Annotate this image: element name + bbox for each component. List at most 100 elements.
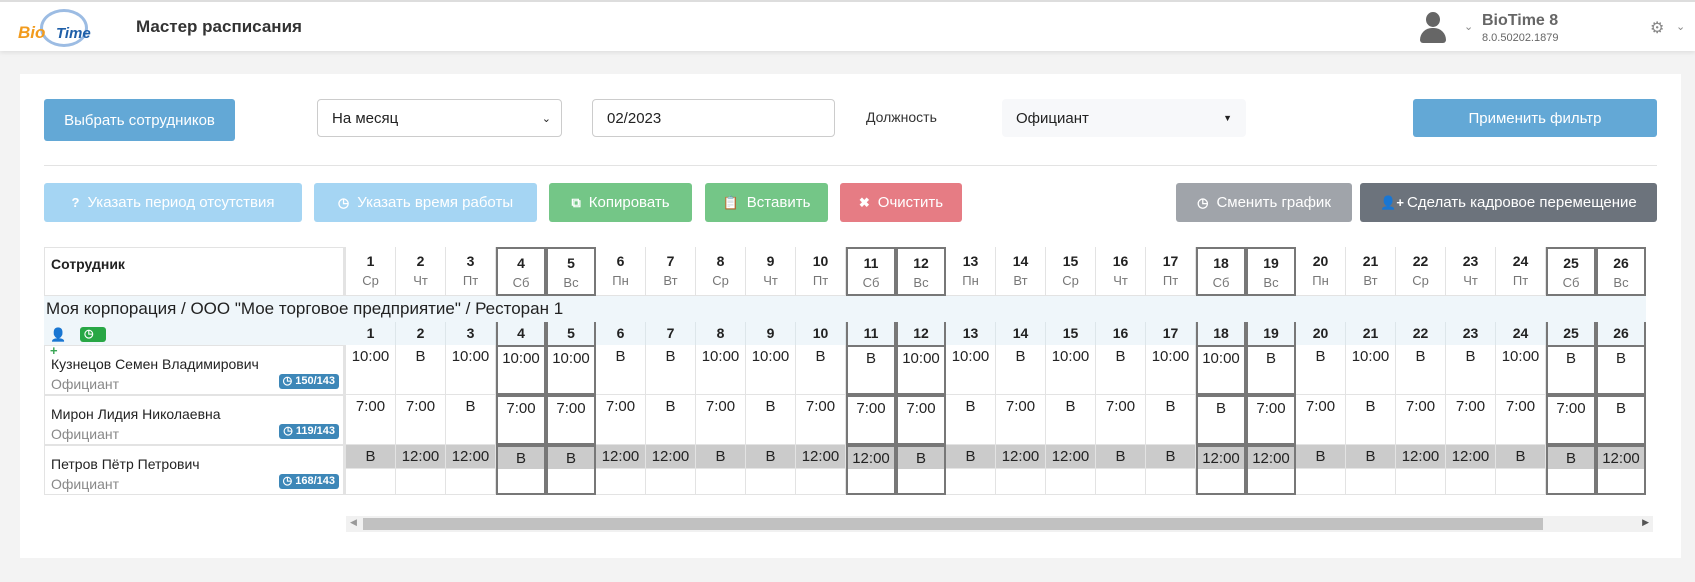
shift-cell[interactable]: 12:00 bbox=[996, 445, 1046, 495]
employee-name[interactable]: Мирон Лидия Николаевна bbox=[51, 406, 221, 422]
work-time-button[interactable]: ◷ Указать время работы bbox=[314, 183, 537, 222]
shift-cell[interactable]: 10:00 bbox=[946, 345, 996, 395]
shift-cell[interactable]: 12:00 bbox=[1046, 445, 1096, 495]
employee-name[interactable]: Кузнецов Семен Владимирович bbox=[51, 356, 259, 372]
shift-cell[interactable]: В bbox=[496, 445, 546, 495]
gears-icon[interactable]: ⚙ bbox=[1650, 20, 1665, 37]
shift-cell[interactable]: 7:00 bbox=[1246, 395, 1296, 445]
shift-cell[interactable]: 12:00 bbox=[596, 445, 646, 495]
employee-name[interactable]: Петров Пётр Петрович bbox=[51, 456, 200, 472]
shift-cell[interactable]: 10:00 bbox=[896, 345, 946, 395]
shift-cell[interactable]: 12:00 bbox=[1246, 445, 1296, 495]
employee-cell[interactable]: Мирон Лидия Николаевна Официант ◷ 119/143 bbox=[44, 395, 346, 445]
copy-button[interactable]: ⧉ Копировать bbox=[549, 183, 692, 222]
shift-cell[interactable]: В bbox=[546, 445, 596, 495]
shift-cell[interactable]: В bbox=[1096, 345, 1146, 395]
shift-cell[interactable]: 12:00 bbox=[1396, 445, 1446, 495]
paste-button[interactable]: 📋 Вставить bbox=[705, 183, 828, 222]
shift-cell[interactable]: В bbox=[1396, 345, 1446, 395]
shift-cell[interactable]: 10:00 bbox=[1496, 345, 1546, 395]
shift-cell[interactable]: 12:00 bbox=[1196, 445, 1246, 495]
shift-cell[interactable]: 10:00 bbox=[1346, 345, 1396, 395]
shift-cell[interactable]: В bbox=[1546, 445, 1596, 495]
chevron-down-icon[interactable]: ⌄ bbox=[1464, 21, 1474, 33]
shift-cell[interactable]: В bbox=[1446, 345, 1496, 395]
shift-cell[interactable]: В bbox=[946, 445, 996, 495]
shift-cell[interactable]: В bbox=[896, 445, 946, 495]
shift-cell[interactable]: 12:00 bbox=[796, 445, 846, 495]
shift-cell[interactable]: В bbox=[746, 445, 796, 495]
shift-cell[interactable]: В bbox=[1296, 345, 1346, 395]
shift-cell[interactable]: В bbox=[696, 445, 746, 495]
shift-cell[interactable]: В bbox=[946, 395, 996, 445]
shift-cell[interactable]: 7:00 bbox=[596, 395, 646, 445]
period-select[interactable]: На месяц ⌄ bbox=[317, 99, 562, 137]
shift-cell[interactable]: 12:00 bbox=[646, 445, 696, 495]
shift-cell[interactable]: В bbox=[646, 395, 696, 445]
shift-cell[interactable]: 7:00 bbox=[696, 395, 746, 445]
shift-cell[interactable]: В bbox=[1146, 445, 1196, 495]
apply-filter-button[interactable]: Применить фильтр bbox=[1413, 99, 1657, 137]
shift-cell[interactable]: В bbox=[746, 395, 796, 445]
shift-cell[interactable]: 12:00 bbox=[1446, 445, 1496, 495]
shift-cell[interactable]: 12:00 bbox=[446, 445, 496, 495]
shift-cell[interactable]: 10:00 bbox=[1046, 345, 1096, 395]
shift-cell[interactable]: 7:00 bbox=[796, 395, 846, 445]
shift-cell[interactable]: В bbox=[646, 345, 696, 395]
shift-cell[interactable]: 10:00 bbox=[1196, 345, 1246, 395]
shift-cell[interactable]: В bbox=[1596, 345, 1646, 395]
month-input[interactable]: 02/2023 bbox=[592, 99, 835, 137]
shift-cell[interactable]: 10:00 bbox=[696, 345, 746, 395]
shift-cell[interactable]: В bbox=[1196, 395, 1246, 445]
shift-cell[interactable]: 7:00 bbox=[996, 395, 1046, 445]
scroll-left-icon[interactable]: ◀ bbox=[350, 517, 357, 527]
shift-cell[interactable]: В bbox=[846, 345, 896, 395]
shift-cell[interactable]: В bbox=[996, 345, 1046, 395]
shift-cell[interactable]: 7:00 bbox=[396, 395, 446, 445]
shift-cell[interactable]: В bbox=[1296, 445, 1346, 495]
shift-cell[interactable]: 7:00 bbox=[496, 395, 546, 445]
shift-cell[interactable]: В bbox=[1346, 395, 1396, 445]
shift-cell[interactable]: В bbox=[446, 395, 496, 445]
biotime-logo[interactable]: Bio Time bbox=[18, 9, 108, 47]
shift-cell[interactable]: 12:00 bbox=[396, 445, 446, 495]
change-schedule-button[interactable]: ◷ Сменить график bbox=[1176, 183, 1352, 222]
shift-cell[interactable]: 10:00 bbox=[1146, 345, 1196, 395]
shift-cell[interactable]: В bbox=[796, 345, 846, 395]
shift-cell[interactable]: В bbox=[1246, 345, 1296, 395]
shift-cell[interactable]: В bbox=[346, 445, 396, 495]
transfer-button[interactable]: 👤+ Сделать кадровое перемещение bbox=[1360, 183, 1657, 222]
shift-cell[interactable]: 7:00 bbox=[1496, 395, 1546, 445]
shift-cell[interactable]: 12:00 bbox=[846, 445, 896, 495]
shift-cell[interactable]: 7:00 bbox=[546, 395, 596, 445]
chevron-down-icon[interactable]: ⌄ bbox=[1676, 21, 1686, 33]
shift-cell[interactable]: В bbox=[1546, 345, 1596, 395]
scrollbar-thumb[interactable] bbox=[363, 518, 1543, 530]
shift-cell[interactable]: 7:00 bbox=[896, 395, 946, 445]
shift-cell[interactable]: 7:00 bbox=[1446, 395, 1496, 445]
shift-cell[interactable]: 7:00 bbox=[1396, 395, 1446, 445]
shift-cell[interactable]: 12:00 bbox=[1596, 445, 1646, 495]
user-avatar-icon[interactable] bbox=[1418, 12, 1448, 44]
shift-cell[interactable]: В bbox=[1046, 395, 1096, 445]
shift-cell[interactable]: В bbox=[1596, 395, 1646, 445]
shift-cell[interactable]: 10:00 bbox=[346, 345, 396, 395]
add-user-icon[interactable]: 👤+ bbox=[50, 327, 67, 358]
shift-cell[interactable]: 7:00 bbox=[346, 395, 396, 445]
shift-cell[interactable]: В bbox=[1096, 445, 1146, 495]
shift-cell[interactable]: 7:00 bbox=[1096, 395, 1146, 445]
position-dropdown[interactable]: Официант ▼ bbox=[1002, 99, 1246, 137]
shift-cell[interactable]: 10:00 bbox=[496, 345, 546, 395]
horizontal-scrollbar[interactable]: ◀ ▶ bbox=[346, 516, 1653, 532]
shift-cell[interactable]: 7:00 bbox=[1296, 395, 1346, 445]
shift-cell[interactable]: В bbox=[1496, 445, 1546, 495]
employee-cell[interactable]: Кузнецов Семен Владимирович Официант ◷ 150… bbox=[44, 345, 346, 395]
shift-cell[interactable]: 10:00 bbox=[546, 345, 596, 395]
clear-button[interactable]: ✖ Очистить bbox=[840, 183, 962, 222]
shift-cell[interactable]: В bbox=[1146, 395, 1196, 445]
absence-period-button[interactable]: ? Указать период отсутствия bbox=[44, 183, 302, 222]
shift-cell[interactable]: В bbox=[596, 345, 646, 395]
shift-cell[interactable]: В bbox=[396, 345, 446, 395]
shift-cell[interactable]: 7:00 bbox=[846, 395, 896, 445]
select-employees-button[interactable]: Выбрать сотрудников bbox=[44, 99, 235, 141]
